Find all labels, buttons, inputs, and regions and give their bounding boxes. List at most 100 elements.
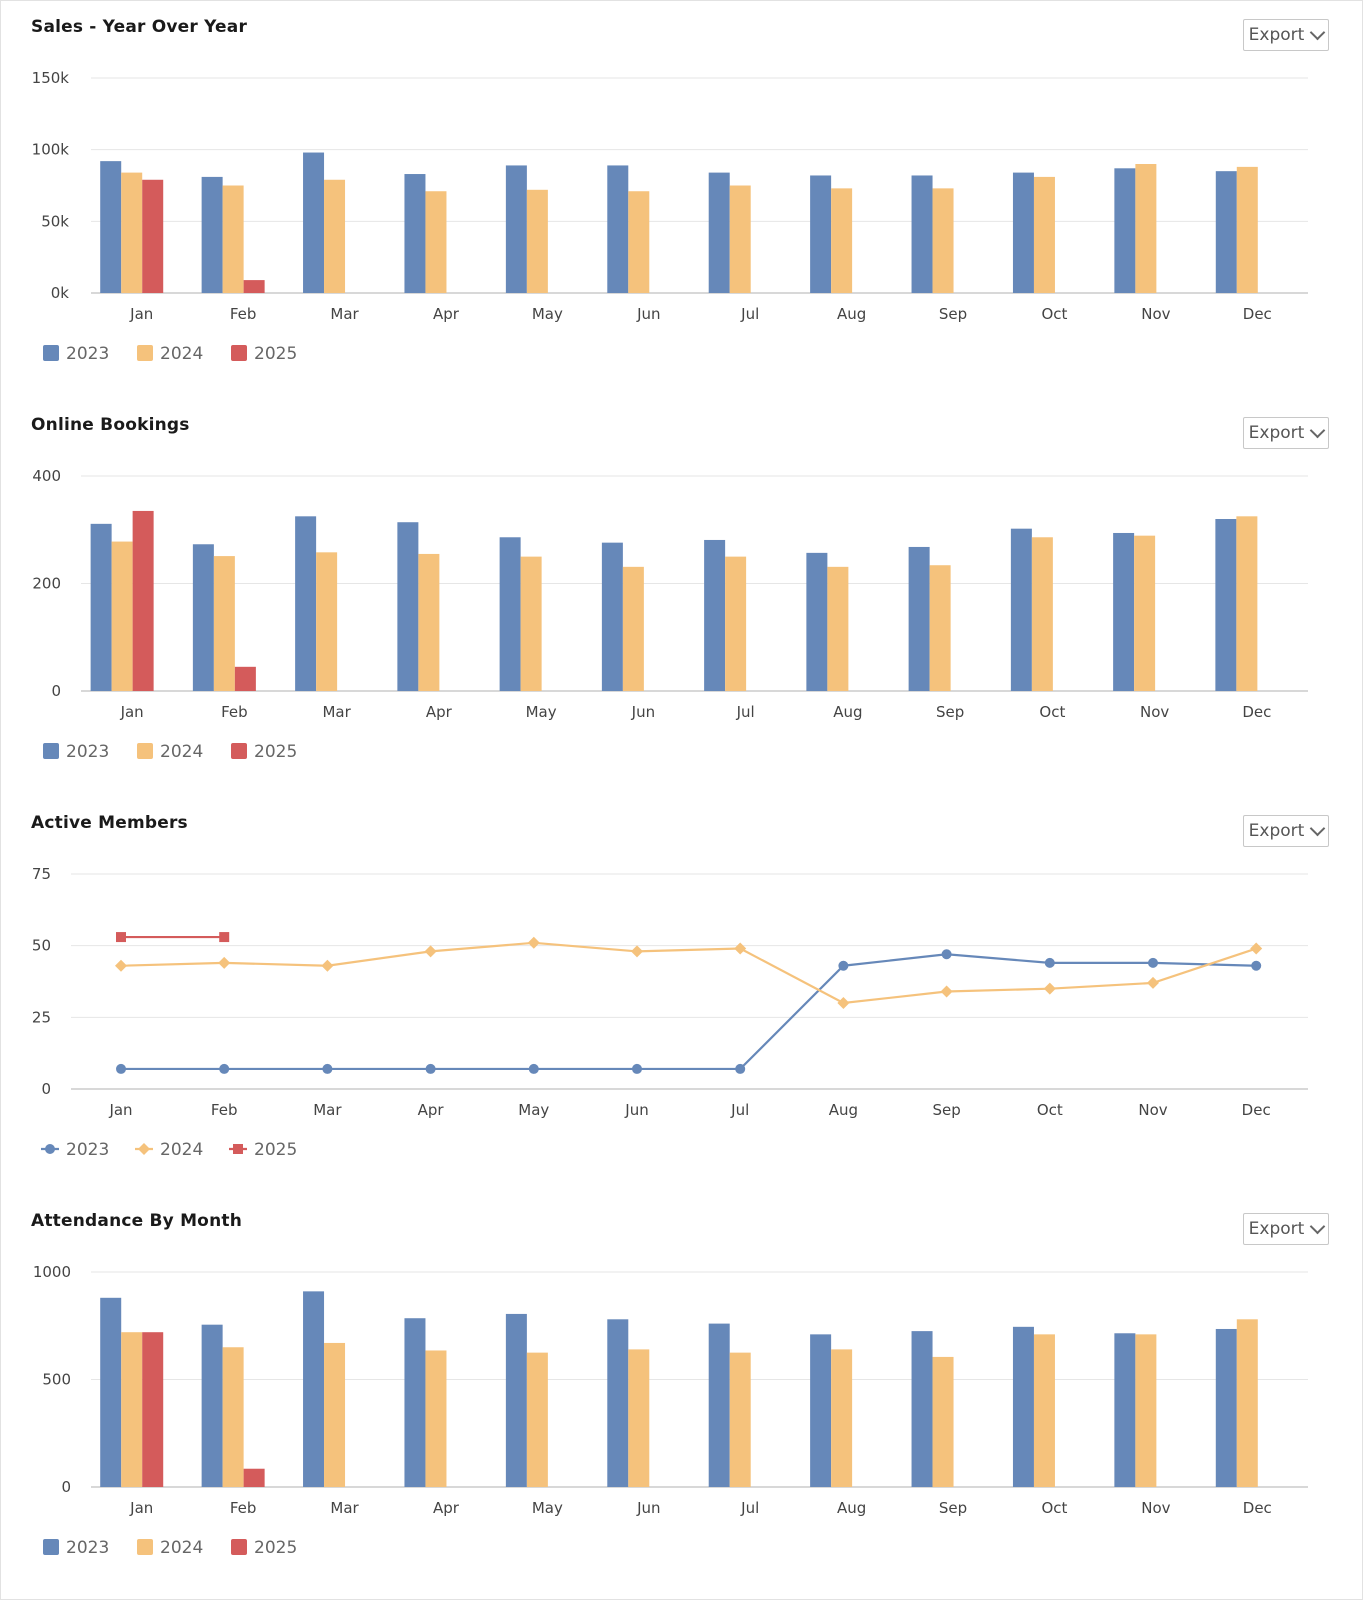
legend-swatch-2023[interactable] xyxy=(43,743,59,759)
bar-2025-feb[interactable] xyxy=(243,1468,265,1487)
bar-2024-nov[interactable] xyxy=(1134,535,1156,691)
bar-2023-nov[interactable] xyxy=(1113,532,1135,691)
bar-2023-dec[interactable] xyxy=(1215,519,1237,691)
point-2024-dec[interactable] xyxy=(1250,942,1263,955)
export-button[interactable]: Export xyxy=(1243,1213,1329,1245)
bar-2023-oct[interactable] xyxy=(1010,528,1032,691)
point-2023-oct[interactable] xyxy=(1044,957,1055,968)
point-2024-sep[interactable] xyxy=(940,985,953,998)
point-2024-apr[interactable] xyxy=(424,945,437,958)
bar-2023-aug[interactable] xyxy=(806,552,828,691)
bar-2024-dec[interactable] xyxy=(1236,166,1258,293)
point-2025-jan[interactable] xyxy=(116,932,126,943)
bar-2024-nov[interactable] xyxy=(1135,164,1157,293)
bar-2025-feb[interactable] xyxy=(243,280,265,293)
point-2025-feb[interactable] xyxy=(219,932,230,943)
legend-label-2024[interactable]: 2024 xyxy=(160,1140,203,1160)
bar-2023-feb[interactable] xyxy=(192,544,214,691)
point-2024-mar[interactable] xyxy=(321,959,334,972)
bar-2024-feb[interactable] xyxy=(222,185,244,294)
bar-2024-mar[interactable] xyxy=(324,1342,346,1487)
bar-2024-apr[interactable] xyxy=(418,553,440,691)
point-2023-jul[interactable] xyxy=(735,1063,746,1074)
bar-2024-aug[interactable] xyxy=(831,1349,853,1487)
point-2024-jun[interactable] xyxy=(631,945,643,958)
bar-2023-jan[interactable] xyxy=(100,1297,122,1487)
legend-swatch-2023[interactable] xyxy=(43,345,59,361)
legend-swatch-2025[interactable] xyxy=(231,345,247,361)
legend-label-2023[interactable]: 2023 xyxy=(66,344,109,364)
bar-2023-may[interactable] xyxy=(505,165,527,293)
bar-2023-jan[interactable] xyxy=(100,161,122,293)
export-button[interactable]: Export xyxy=(1243,417,1329,449)
bar-2024-mar[interactable] xyxy=(324,179,346,293)
bar-2024-mar[interactable] xyxy=(316,552,338,691)
bar-2024-jun[interactable] xyxy=(622,566,644,691)
point-2023-jan[interactable] xyxy=(116,1063,126,1074)
bar-2024-aug[interactable] xyxy=(831,188,853,293)
bar-2024-jul[interactable] xyxy=(725,556,747,691)
point-2023-apr[interactable] xyxy=(425,1063,436,1074)
point-2023-dec[interactable] xyxy=(1251,960,1262,971)
bar-2023-aug[interactable] xyxy=(810,1334,832,1487)
bar-2023-oct[interactable] xyxy=(1012,1326,1034,1487)
bar-2024-jul[interactable] xyxy=(729,185,751,294)
bar-2024-oct[interactable] xyxy=(1033,1334,1055,1487)
legend-label-2024[interactable]: 2024 xyxy=(160,344,203,364)
bar-2024-sep[interactable] xyxy=(929,565,951,691)
bar-2024-sep[interactable] xyxy=(932,1356,954,1487)
bar-2023-feb[interactable] xyxy=(201,1324,223,1487)
legend-label-2024[interactable]: 2024 xyxy=(160,742,203,762)
point-2023-jun[interactable] xyxy=(632,1063,642,1074)
point-2024-jul[interactable] xyxy=(734,942,747,955)
bar-2023-jul[interactable] xyxy=(708,1323,730,1487)
legend-label-2025[interactable]: 2025 xyxy=(254,1140,297,1160)
point-2023-aug[interactable] xyxy=(838,960,849,971)
legend-label-2024[interactable]: 2024 xyxy=(160,1538,203,1558)
bar-2023-sep[interactable] xyxy=(908,546,930,691)
bar-2024-nov[interactable] xyxy=(1135,1334,1157,1487)
bar-2024-dec[interactable] xyxy=(1236,516,1258,691)
bar-2024-jan[interactable] xyxy=(121,172,143,293)
point-2024-may[interactable] xyxy=(527,936,540,949)
bar-2023-apr[interactable] xyxy=(397,522,419,691)
bar-2023-sep[interactable] xyxy=(911,175,933,293)
bar-2023-jun[interactable] xyxy=(607,1319,629,1487)
bar-2023-jul[interactable] xyxy=(708,172,730,293)
bar-2024-may[interactable] xyxy=(526,1352,548,1487)
point-2023-may[interactable] xyxy=(528,1063,539,1074)
bar-2023-sep[interactable] xyxy=(911,1331,933,1487)
bar-2024-oct[interactable] xyxy=(1031,537,1053,691)
bar-2024-jan[interactable] xyxy=(121,1332,143,1487)
bar-2023-oct[interactable] xyxy=(1012,172,1034,293)
bar-2023-apr[interactable] xyxy=(404,1318,426,1487)
point-2024-aug[interactable] xyxy=(837,997,850,1009)
bar-2023-apr[interactable] xyxy=(404,174,426,293)
legend-label-2025[interactable]: 2025 xyxy=(254,344,297,364)
point-2023-feb[interactable] xyxy=(219,1063,230,1074)
bar-2024-may[interactable] xyxy=(526,189,548,293)
bar-2023-aug[interactable] xyxy=(810,175,832,293)
legend-label-2023[interactable]: 2023 xyxy=(66,1140,109,1160)
bar-2025-feb[interactable] xyxy=(234,666,256,691)
bar-2023-dec[interactable] xyxy=(1215,171,1237,293)
bar-2023-dec[interactable] xyxy=(1215,1328,1237,1487)
bar-2024-feb[interactable] xyxy=(222,1347,244,1487)
export-button[interactable]: Export xyxy=(1243,815,1329,847)
bar-2023-mar[interactable] xyxy=(295,516,317,691)
bar-2024-jan[interactable] xyxy=(111,541,133,691)
legend-swatch-2023[interactable] xyxy=(41,1144,59,1154)
export-button[interactable]: Export xyxy=(1243,19,1329,51)
bar-2023-jun[interactable] xyxy=(601,542,623,691)
bar-2023-jul[interactable] xyxy=(704,539,726,691)
legend-swatch-2025[interactable] xyxy=(231,743,247,759)
bar-2024-sep[interactable] xyxy=(932,188,954,293)
bar-2024-may[interactable] xyxy=(520,556,542,691)
bar-2024-apr[interactable] xyxy=(425,191,447,293)
legend-swatch-2024[interactable] xyxy=(137,1539,153,1555)
legend-swatch-2024[interactable] xyxy=(137,743,153,759)
point-2023-nov[interactable] xyxy=(1148,957,1158,968)
legend-label-2025[interactable]: 2025 xyxy=(254,1538,297,1558)
bar-2025-jan[interactable] xyxy=(142,179,164,293)
bar-2024-feb[interactable] xyxy=(213,556,235,691)
